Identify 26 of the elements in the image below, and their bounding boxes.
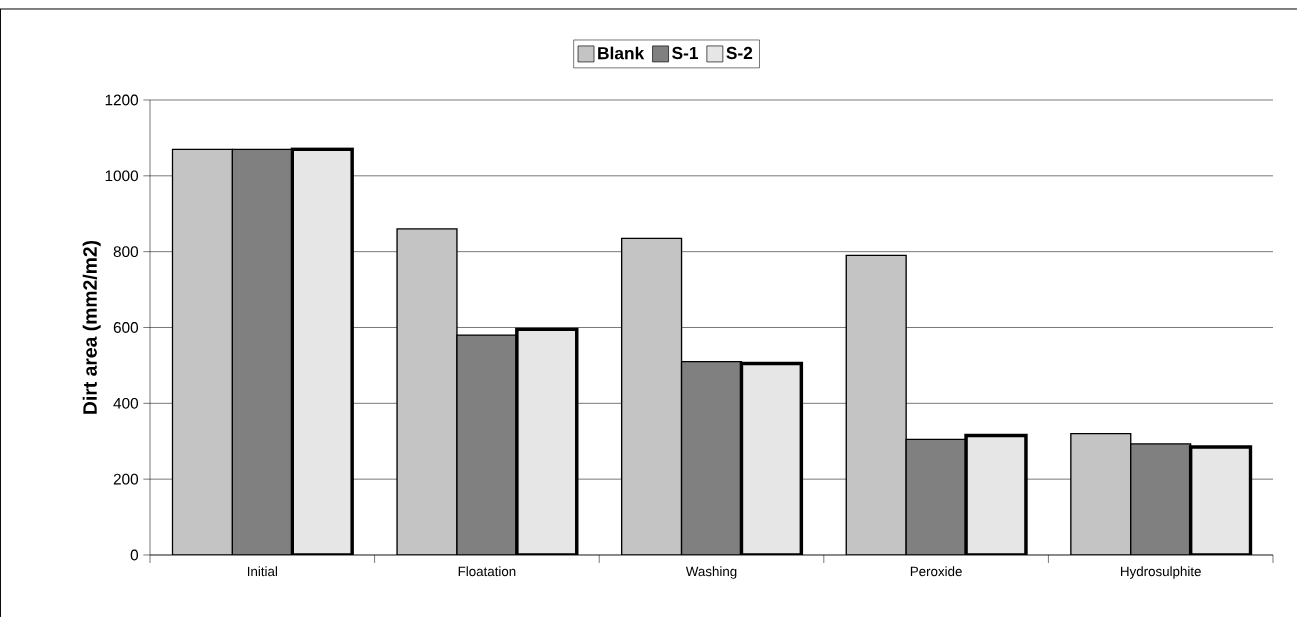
x-tick-label: Peroxide	[910, 566, 962, 577]
x-tick-label: Hydrosulphite	[1121, 566, 1201, 579]
x-tick-label: Washing	[685, 566, 737, 579]
y-tick-label: 0	[130, 549, 139, 561]
legend-label: Blank	[598, 46, 645, 60]
bar	[1130, 443, 1192, 555]
bar	[680, 360, 743, 555]
x-tick-label: Initial	[247, 566, 277, 577]
bar	[396, 228, 458, 555]
bar	[456, 334, 518, 555]
bar	[1070, 432, 1132, 555]
y-tick-label: 1200	[105, 94, 139, 106]
y-tick-label: 400	[113, 397, 139, 409]
y-tick-label: 800	[113, 246, 139, 258]
y-tick-label: 1000	[105, 170, 139, 182]
y-axis-title: Dirt area (mm2/m2)	[82, 240, 101, 414]
bar	[231, 148, 293, 555]
bar	[845, 254, 907, 555]
x-tick-label: Floatation	[458, 566, 516, 577]
y-tick-label: 600	[113, 322, 139, 333]
bar	[171, 148, 234, 555]
bar	[620, 237, 683, 555]
legend-label: S-1	[672, 46, 699, 60]
y-tick-label: 200	[113, 473, 139, 485]
bar	[905, 438, 967, 555]
legend-label: S-2	[726, 46, 753, 60]
